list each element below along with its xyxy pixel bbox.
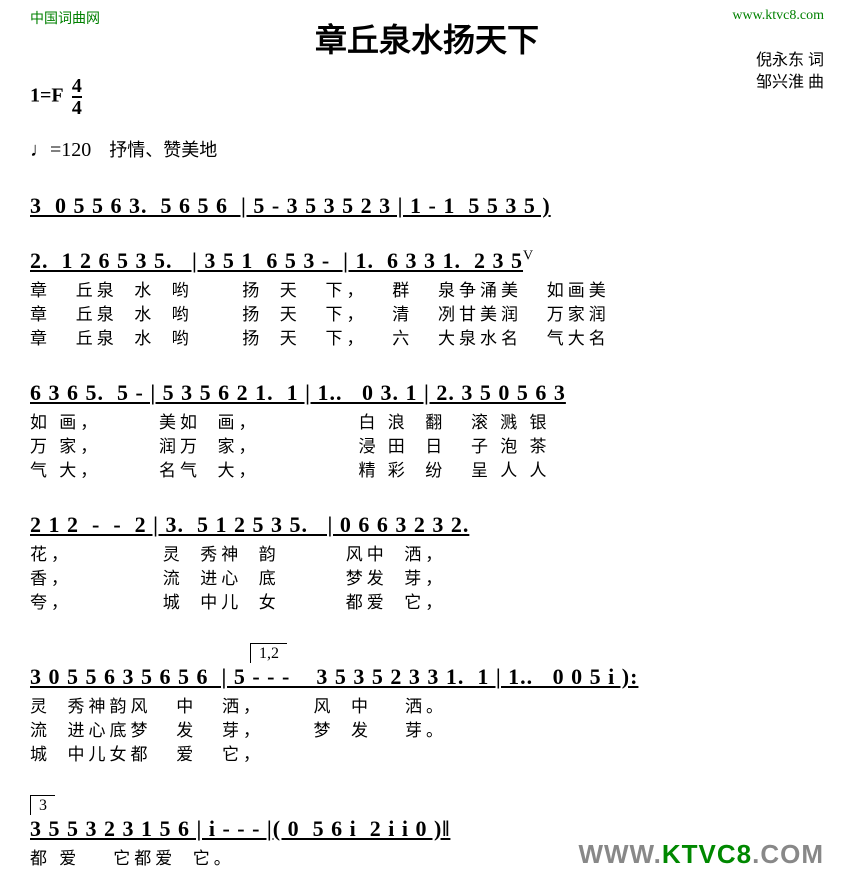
lyric-line: 如 画， 美如 画， 白 浪 翻 滚 溅 银 <box>30 411 824 435</box>
credits: 倪永东 词 邹兴淮 曲 <box>756 50 824 95</box>
notation-line-2: 2. 1 2 6 5 3 5. | 3 5 1 6 5 3 - | 1. 6 3… <box>30 247 824 276</box>
lyric-line: 气 大， 名气 大， 精 彩 纷 呈 人 人 <box>30 459 824 483</box>
key-label: 1=F <box>30 85 63 107</box>
lyrics-group-3: 如 画， 美如 画， 白 浪 翻 滚 溅 银 万 家， 润万 家， 浸 田 日 … <box>30 411 824 482</box>
lyric-line: 章 丘泉 水 哟 扬 天 下， 六 大泉水名 气大名 <box>30 327 824 351</box>
expression-text: 抒情、赞美地 <box>109 140 217 160</box>
notation-line-1: 3 0 5 5 6 3. 5 6 5 6 | 5 - 3 5 3 5 2 3 |… <box>30 192 824 221</box>
lyrics-group-5: 灵 秀神韵风 中 洒， 风 中 洒。 流 进心底梦 发 芽， 梦 发 芽。 城 … <box>30 695 824 766</box>
tempo-mark: ♩=120 <box>30 139 91 161</box>
lyric-line: 香， 流 进心 底 梦发 芽， <box>30 567 824 591</box>
lyric-line: 夸， 城 中儿 女 都爱 它， <box>30 591 824 615</box>
lyric-line: 城 中儿女都 爱 它， <box>30 743 824 767</box>
time-signature: 4 4 <box>72 76 82 118</box>
wm-part1: WWW. <box>578 839 661 869</box>
composer: 邹兴淮 曲 <box>756 72 824 94</box>
notation-line-4: 2 1 2 - - 2 | 3. 5 1 2 5 3 5. | 0 6 6 3 … <box>30 511 824 540</box>
breath-mark: V <box>523 248 534 263</box>
volta-3: 3 <box>30 795 55 815</box>
site-url-right: www.ktvc8.com <box>732 8 824 24</box>
time-bot: 4 <box>72 98 82 118</box>
lyricist: 倪永东 词 <box>756 50 824 72</box>
score-body: 3 0 5 5 6 3. 5 6 5 6 | 5 - 3 5 3 5 2 3 |… <box>30 192 824 871</box>
lyric-line: 灵 秀神韵风 中 洒， 风 中 洒。 <box>30 695 824 719</box>
site-name-left: 中国词曲网 <box>30 8 100 28</box>
song-title: 章丘泉水扬天下 <box>30 15 824 61</box>
key-signature: 1=F 4 4 <box>30 76 824 118</box>
wm-part2: KTVC8 <box>662 839 752 869</box>
lyrics-group-4: 花， 灵 秀神 韵 风中 洒， 香， 流 进心 底 梦发 芽， 夸， 城 中儿 … <box>30 543 824 614</box>
time-top: 4 <box>72 76 82 98</box>
volta-12: 1,2 <box>250 643 287 663</box>
tempo-expression: ♩=120 抒情、赞美地 <box>30 136 824 162</box>
watermark: WWW.KTVC8.COM <box>578 839 824 870</box>
lyric-line: 花， 灵 秀神 韵 风中 洒， <box>30 543 824 567</box>
notation-line-5: 3 0 5 5 6 3 5 6 5 6 | 5 - - - 3 5 3 5 2 … <box>30 663 824 692</box>
lyrics-group-2: 章 丘泉 水 哟 扬 天 下， 群 泉争涌美 如画美 章 丘泉 水 哟 扬 天 … <box>30 279 824 350</box>
wm-part3: .COM <box>752 839 824 869</box>
notation-line-3: 6 3 6 5. 5 - | 5 3 5 6 2 1. 1 | 1.. 0 3.… <box>30 379 824 408</box>
lyric-line: 章 丘泉 水 哟 扬 天 下， 群 泉争涌美 如画美 <box>30 279 824 303</box>
lyric-line: 万 家， 润万 家， 浸 田 日 子 泡 茶 <box>30 435 824 459</box>
lyric-line: 流 进心底梦 发 芽， 梦 发 芽。 <box>30 719 824 743</box>
lyric-line: 章 丘泉 水 哟 扬 天 下， 清 冽甘美润 万家润 <box>30 303 824 327</box>
